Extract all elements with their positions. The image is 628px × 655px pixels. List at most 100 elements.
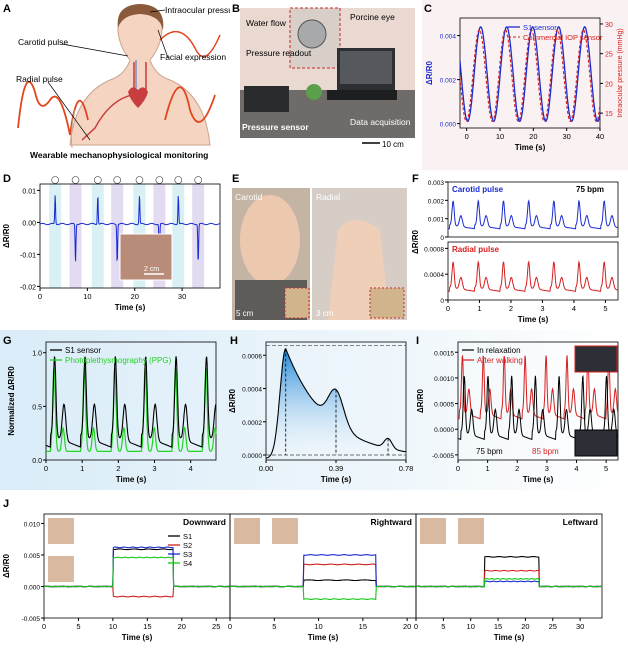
y2-tick-label: 25 xyxy=(605,52,613,59)
y-tick-label: 0.0015 xyxy=(434,350,454,357)
x-tick-label: 15 xyxy=(143,622,151,631)
x-axis-title: Time (s) xyxy=(523,475,554,484)
y-axis-title: ΔR/R0 xyxy=(2,223,11,248)
y-tick-label: 0.000 xyxy=(24,584,41,591)
series-S3 xyxy=(229,554,416,588)
x-tick-label: 4 xyxy=(574,464,578,473)
x-tick-label: 0 xyxy=(42,622,46,631)
chart-h: 0.00 0.39 0.78 Time (s) 0.0000 0.0002 0.0004 0.… xyxy=(228,341,413,484)
emoji-face-icon xyxy=(113,176,122,184)
x-tick-label: 5 xyxy=(603,304,607,313)
x-tick-label: 5 xyxy=(441,622,445,631)
x-tick-label: 30 xyxy=(562,132,570,141)
emoji-face-icon xyxy=(155,176,164,184)
x-tick-label: 5 xyxy=(76,622,80,631)
x-tick-label: 4 xyxy=(572,304,576,313)
x-tick-label: 15 xyxy=(494,622,502,631)
y-tick-label: 0.010 xyxy=(24,521,41,528)
caption-a: Wearable mechanophysiological monitoring xyxy=(30,150,208,160)
emoji-face-icon xyxy=(71,176,80,184)
x-tick-label: 25 xyxy=(549,622,557,631)
y-tick-label: 0.0004 xyxy=(242,387,262,394)
series-facial xyxy=(39,195,221,262)
label-carotid-photo: Carotid xyxy=(235,192,263,202)
series-walk xyxy=(457,354,619,420)
y-tick-label: 0.0010 xyxy=(434,376,454,383)
panel-d: D 0 10 20 30 Time (s) -0.02 -0.01 0.00 0.01 ΔR/R0… xyxy=(0,170,230,330)
y-tick-label: 0.001 xyxy=(428,217,445,224)
x-tick-label: 1 xyxy=(80,464,84,473)
y-tick-label: 0.00 xyxy=(22,220,36,227)
shade-band xyxy=(172,184,185,288)
axis-frame xyxy=(45,341,217,461)
x-tick-label: 0 xyxy=(456,464,460,473)
legend-S2: S2 xyxy=(183,541,192,550)
panel-b: B Water flow Porcine eye Pressure readou… xyxy=(232,0,422,170)
x-tick-label: 0 xyxy=(465,132,469,141)
y-tick-label: 0.5 xyxy=(32,404,42,411)
y-tick-label: -0.01 xyxy=(20,252,36,259)
x-tick-label: 3 xyxy=(545,464,549,473)
y-tick-label: 0.0004 xyxy=(424,272,444,279)
series-iop xyxy=(459,28,601,123)
x-axis-title: Time (s) xyxy=(515,143,546,152)
y-axis-title: ΔR/R0 xyxy=(416,388,425,413)
oximeter-walk-icon xyxy=(574,345,618,373)
y-axis-title: Normalized ΔR/R0 xyxy=(7,366,16,436)
hand-photo-icon xyxy=(272,518,298,544)
panel-label-j: J xyxy=(3,498,10,510)
y-axis-title: ΔR/R0 xyxy=(228,388,237,413)
panel-a: A Intraocular pressure Carotid pulse Fac… xyxy=(0,0,241,170)
panel-j: J 0 5 10 15 20 25 Time (s) Downward 0 5 10 15 20 Time… xyxy=(0,496,628,650)
label-pressure-readout: Pressure readout xyxy=(246,48,312,58)
series-1 xyxy=(448,260,619,292)
panel-g: G 0 1 2 3 4 Time (s) 0.0 0.5 1.0 Normalized ΔR/R0… xyxy=(0,330,226,490)
x-tick-label: 10 xyxy=(83,292,91,301)
x-tick-label: 5 xyxy=(272,622,276,631)
x-axis-title: Time (s) xyxy=(122,633,153,642)
panel-label-g: G xyxy=(3,335,12,347)
series-ppg xyxy=(46,367,217,452)
x-tick-label: 2 xyxy=(515,464,519,473)
x-tick-label: 20 xyxy=(403,622,411,631)
y-tick-label: 0.01 xyxy=(22,188,36,195)
label-porcine-eye: Porcine eye xyxy=(350,12,395,22)
hand-photo-icon xyxy=(420,518,446,544)
hand-photo-icon xyxy=(48,518,74,544)
x-tick-label: 30 xyxy=(576,622,584,631)
chart-f: 0 0.001 0.002 0.003 Carotid pulse 0 0.0004 0.00… xyxy=(411,180,619,324)
panel-label-f: F xyxy=(412,173,419,185)
label-carotid: Carotid pulse xyxy=(18,37,68,47)
legend-S1: S1 xyxy=(183,532,192,541)
x-tick-label: 40 xyxy=(596,132,604,141)
face-inset xyxy=(119,233,173,281)
x-axis-title: Time (s) xyxy=(321,475,352,484)
scale-e-right: 3 cm xyxy=(316,309,334,318)
x-tick-label: 20 xyxy=(178,622,186,631)
series-S2 xyxy=(229,563,416,588)
y-tick-label: 0.002 xyxy=(428,198,445,205)
x-tick-label: 0.00 xyxy=(259,464,274,473)
x-tick-label: 3 xyxy=(540,304,544,313)
y-tick-label: 0.0008 xyxy=(424,246,444,253)
series-S4 xyxy=(415,578,603,588)
x-tick-label: 0.39 xyxy=(329,464,344,473)
label-radial-photo: Radial xyxy=(316,192,340,202)
y-axis-title: ΔR/R0 xyxy=(2,553,11,578)
label-water-flow: Water flow xyxy=(246,18,287,28)
shade-band xyxy=(192,184,205,288)
bpm-walk: 85 bpm xyxy=(532,447,559,456)
y2-tick-label: 20 xyxy=(605,81,613,88)
panel-label-a: A xyxy=(3,3,11,15)
label-facial: Facial expression xyxy=(160,52,226,62)
series-0 xyxy=(447,198,619,230)
bpm-relax: 75 bpm xyxy=(476,447,503,456)
legend-S4: S4 xyxy=(183,559,192,568)
x-tick-label: 0 xyxy=(38,292,42,301)
y2-tick-label: 30 xyxy=(605,22,613,29)
y2-axis-title: Intraocular pressure (mmHg) xyxy=(617,28,624,117)
scale-e-left: 5 cm xyxy=(236,309,254,318)
series-S4 xyxy=(229,585,417,601)
legend-s1: S1 sensor xyxy=(65,346,101,355)
x-tick-label: 30 xyxy=(178,292,186,301)
